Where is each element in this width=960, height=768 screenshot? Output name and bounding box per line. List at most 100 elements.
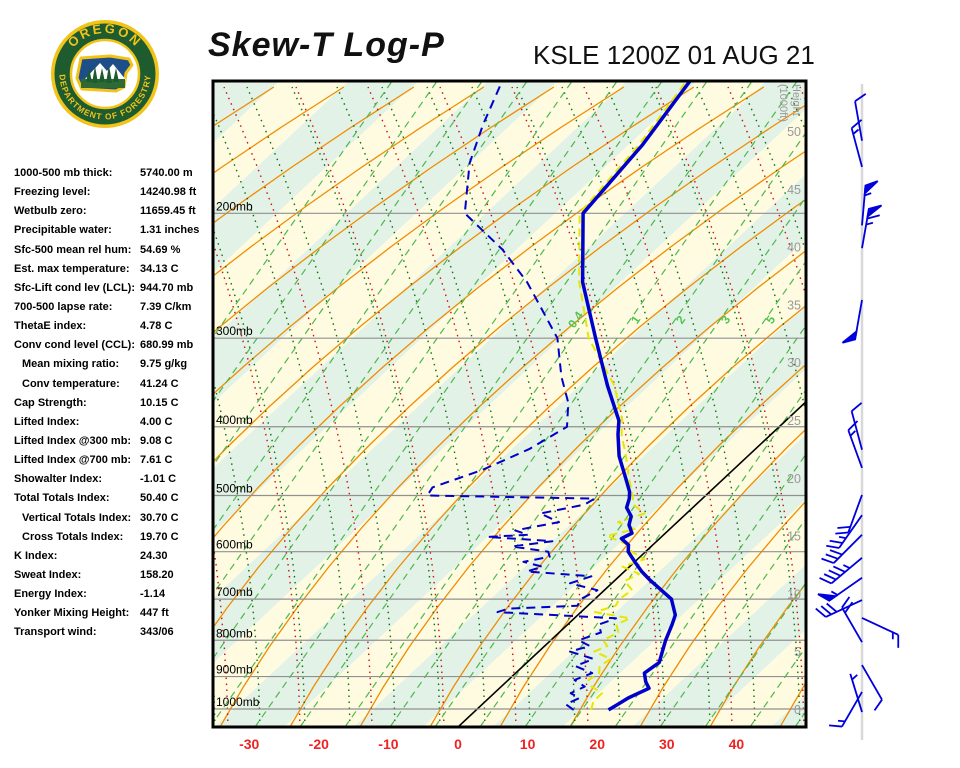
index-value: 158.20	[140, 568, 174, 581]
index-label: Wetbulb zero:	[14, 205, 87, 218]
index-label: K Index:	[14, 549, 58, 562]
index-value: 7.61 C	[140, 454, 173, 467]
page-title: Skew-T Log-P	[208, 26, 445, 64]
pressure-label: 400mb	[216, 413, 253, 427]
pressure-label: 900mb	[216, 663, 253, 677]
isotherm-bands	[213, 81, 806, 726]
pressure-label: 1000mb	[216, 695, 260, 709]
temp-axis-label: -10	[378, 736, 398, 752]
index-value: 41.24 C	[140, 377, 179, 390]
index-label: Conv temperature:	[22, 377, 120, 390]
height-tick-label: 15	[787, 530, 801, 544]
index-value: 5740.00 m	[140, 167, 193, 179]
index-label: Sweat Index:	[14, 568, 82, 581]
index-label: 700-500 lapse rate:	[14, 300, 113, 313]
index-value: 24.30	[140, 549, 168, 562]
index-value: 4.78 C	[140, 320, 173, 333]
index-value: 447 ft	[140, 607, 169, 620]
index-value: 11659.45 ft	[140, 205, 196, 218]
index-value: 9.08 C	[140, 434, 173, 447]
temp-axis-label: 30	[659, 736, 675, 752]
height-tick-label: 35	[787, 298, 801, 312]
pressure-labels: 200mb 300mb 400mb 500mb 600mb 700mb 800mb 900mb…	[216, 199, 260, 709]
index-value: 30.70 C	[140, 511, 179, 524]
index-label: Cross Totals Index:	[22, 530, 124, 543]
index-label: Lifted Index:	[14, 415, 80, 428]
temp-axis-label: 40	[729, 736, 745, 752]
index-value: 10.15 C	[140, 396, 179, 409]
height-axis-label: Height	[790, 84, 802, 116]
index-label: 1000-500 mb thick:	[14, 167, 113, 179]
index-value: 944.70 mb	[140, 281, 194, 294]
station-datetime: KSLE 1200Z 01 AUG 21	[533, 40, 815, 70]
temp-axis-labels: -30 -20 -10 0 10 20 30 40	[239, 736, 744, 752]
wind-barb	[861, 180, 879, 226]
height-tick-label: 50	[787, 125, 801, 139]
index-label: Yonker Mixing Height:	[14, 607, 130, 620]
wind-barb	[841, 596, 863, 643]
height-tick-label: 5	[794, 645, 801, 659]
wind-barb	[826, 514, 863, 549]
index-label: Precipitable water:	[14, 224, 112, 237]
chart-frame	[211, 79, 808, 729]
dry-adiabats-red-dotted	[213, 86, 806, 726]
wind-barb	[819, 557, 863, 585]
index-label: Lifted Index @300 mb:	[14, 434, 132, 447]
logo-trees	[86, 65, 119, 83]
height-tick-label: 40	[787, 241, 801, 255]
wind-barb	[850, 402, 863, 451]
index-value: 9.75 g/kg	[140, 358, 188, 371]
wetbulb-curve	[578, 81, 688, 711]
index-label: Transport wind:	[14, 626, 97, 639]
index-label: Energy Index:	[14, 588, 87, 601]
index-label: Lifted Index @700 mb:	[14, 454, 132, 467]
index-label: Mean mixing ratio:	[22, 358, 120, 371]
index-label: Sfc-500 mean rel hum:	[14, 243, 132, 256]
height-tick-label: 10	[787, 587, 801, 601]
pressure-label: 800mb	[216, 626, 253, 640]
temp-axis-label: -30	[239, 736, 259, 752]
index-value: 50.40 C	[140, 492, 179, 505]
index-label: ThetaE index:	[14, 320, 87, 333]
index-value: 1.31 inches	[140, 224, 200, 237]
wind-barb	[861, 204, 883, 249]
index-value: -1.01 C	[140, 473, 177, 486]
temp-axis-label: 20	[589, 736, 605, 752]
pressure-label: 200mb	[216, 199, 253, 213]
index-value: 14240.98 ft	[140, 186, 197, 199]
index-label: Est. max temperature:	[14, 262, 130, 275]
zero-deg-isotherm	[457, 400, 806, 726]
index-value: 7.39 C/km	[140, 300, 192, 313]
temp-axis-label: 10	[520, 736, 536, 752]
index-value: 19.70 C	[140, 530, 179, 543]
wind-barb	[841, 299, 863, 344]
pressure-label: 700mb	[216, 585, 253, 599]
dewpoint-curve	[426, 81, 617, 711]
plot-area: 0.4 1 2 3 5	[213, 81, 806, 726]
index-label: Sfc-Lift cond lev (LCL):	[14, 281, 135, 294]
wind-barb	[828, 691, 863, 728]
wind-barb	[849, 673, 863, 713]
index-value: 4.00 C	[140, 415, 173, 428]
height-tick-label: 45	[787, 183, 801, 197]
height-axis-units: (1000ft)	[777, 84, 789, 122]
temperature-curve	[580, 81, 692, 712]
height-tick-label: 0	[794, 703, 801, 717]
wind-barb	[861, 664, 883, 711]
wind-barb	[835, 494, 863, 535]
index-value: 680.99 mb	[140, 339, 194, 352]
index-value: 54.69 %	[140, 243, 181, 256]
height-tick-label: 25	[787, 414, 801, 428]
wind-barb	[817, 576, 863, 602]
index-label: Showalter Index:	[14, 473, 103, 486]
index-value: -1.14	[140, 588, 166, 601]
wind-barb	[821, 534, 863, 564]
pressure-label: 500mb	[216, 482, 253, 496]
wind-barb	[861, 617, 900, 648]
wind-barb	[847, 420, 863, 469]
index-label: Freezing level:	[14, 186, 91, 199]
logo-ground	[81, 79, 125, 88]
pressure-label: 600mb	[216, 538, 253, 552]
index-label: Total Totals Index:	[14, 492, 110, 505]
